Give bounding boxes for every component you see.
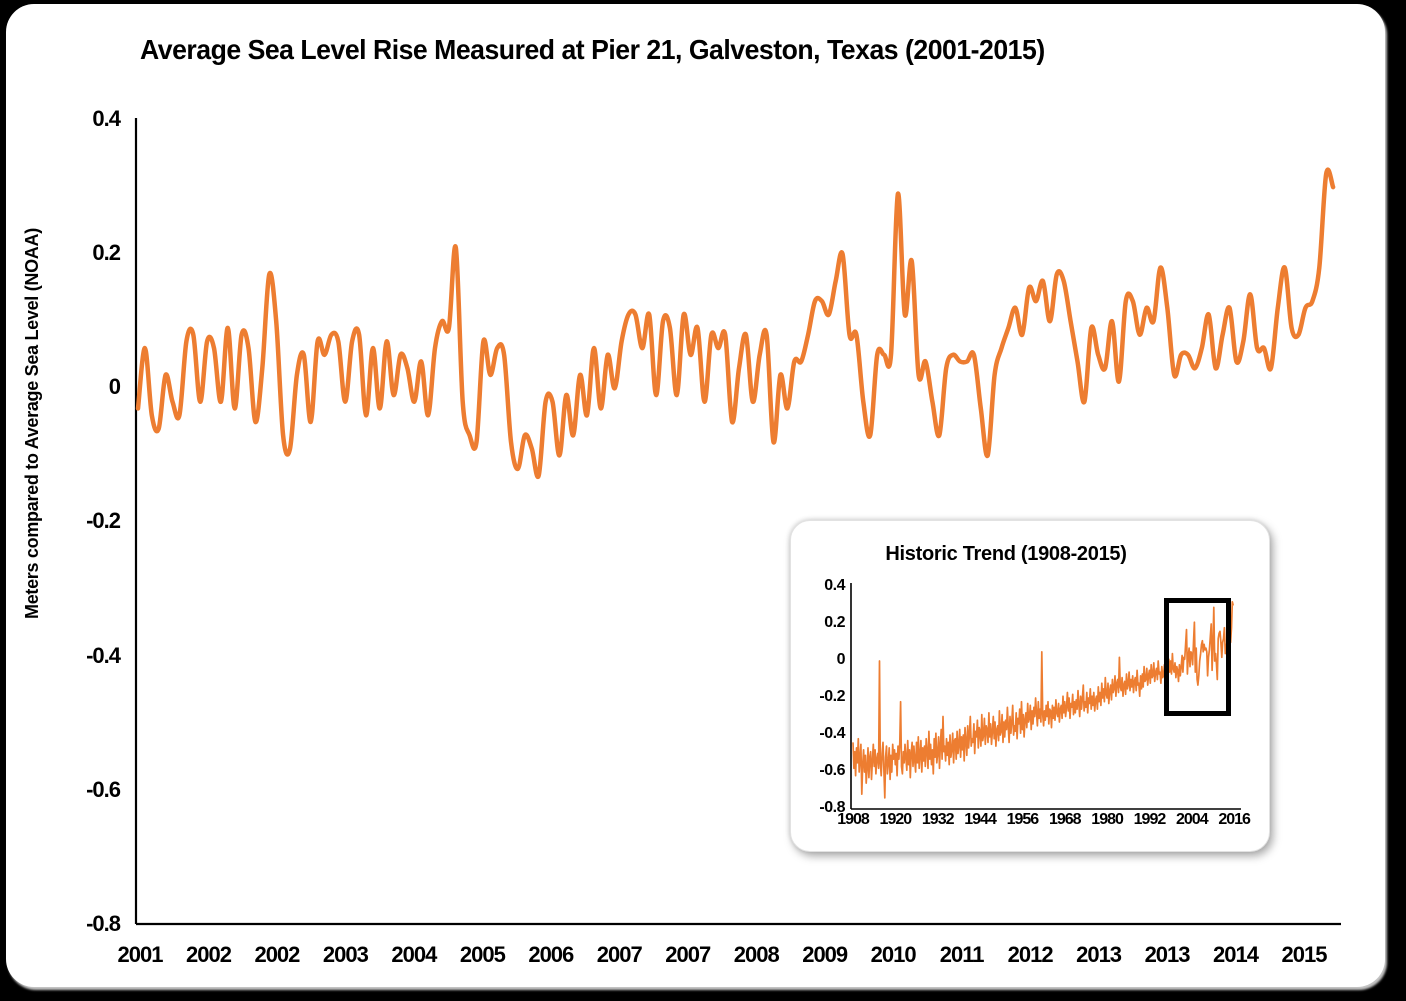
- inset-x-tick-label: 2016: [1218, 811, 1251, 828]
- inset-y-tick-label: 0.4: [824, 577, 845, 594]
- inset-y-tick-label: -0.4: [819, 725, 845, 742]
- main-x-tick-label: 2012: [1007, 942, 1054, 967]
- y-axis-title: Meters compared to Average Sea Level (NO…: [22, 228, 42, 620]
- main-x-tick-label: 2006: [528, 942, 574, 967]
- main-x-tick-label: 2011: [939, 942, 985, 967]
- main-y-tick-label: -0.8: [86, 910, 121, 936]
- chart-card: Average Sea Level Rise Measured at Pier …: [6, 4, 1385, 987]
- main-x-tick-label: 2014: [1213, 942, 1259, 967]
- main-x-tick-label: 2002: [254, 942, 300, 967]
- main-y-tick-label: -0.4: [86, 642, 121, 668]
- highlight-rectangle: [1164, 598, 1231, 716]
- main-x-tick-label: 2007: [596, 942, 643, 967]
- main-x-tick-label: 2004: [391, 942, 437, 967]
- main-x-tick-label: 2001: [117, 942, 164, 967]
- main-y-tick-label: -0.6: [86, 776, 121, 802]
- inset-x-tick-label: 1968: [1048, 811, 1082, 828]
- inset-x-tick-label: 1956: [1006, 811, 1040, 828]
- inset-x-tick-label: 1908: [837, 811, 870, 828]
- main-y-tick-label: 0.4: [92, 106, 121, 131]
- inset-x-tick-label: 1992: [1133, 811, 1167, 828]
- chart-title: Average Sea Level Rise Measured at Pier …: [140, 34, 1045, 65]
- inset-x-tick-label: 1980: [1091, 811, 1124, 828]
- main-x-tick-label: 2015: [1281, 942, 1328, 967]
- inset-y-tick-label: 0: [836, 651, 846, 668]
- inset-y-tick-label: 0.2: [824, 614, 845, 631]
- inset-y-tick-label: -0.8: [819, 799, 845, 816]
- main-x-tick-label: 2003: [322, 942, 369, 967]
- main-x-tick-label: 2013: [1144, 942, 1191, 967]
- main-x-tick-label: 2008: [733, 942, 780, 967]
- historic-series-line: [852, 600, 1235, 799]
- inset-line-chart: [850, 583, 1241, 810]
- inset-y-tick-label: -0.6: [819, 762, 845, 779]
- main-y-tick-label: -0.2: [86, 508, 121, 534]
- main-line-chart: [134, 118, 1341, 926]
- inset-x-tick-label: 1932: [921, 811, 955, 828]
- main-x-tick-label: 2013: [1076, 942, 1122, 967]
- inset-x-tick-label: 1920: [879, 811, 913, 828]
- main-y-tick-label: 0.2: [92, 240, 121, 266]
- main-x-tick-label: 2005: [459, 942, 506, 967]
- main-x-tick-label: 2007: [665, 942, 711, 967]
- inset-y-tick-label: -0.2: [819, 688, 845, 705]
- inset-title: Historic Trend (1908-2015): [885, 543, 1127, 565]
- inset-x-tick-label: 1944: [964, 811, 997, 828]
- main-x-tick-label: 2010: [870, 942, 917, 967]
- main-x-tick-label: 2009: [802, 942, 848, 967]
- main-y-tick-label: 0: [108, 374, 121, 400]
- inset-card: Historic Trend (1908-2015) 0.4 0.2 0 -0.2 -0…: [790, 520, 1270, 852]
- sea-level-series-line: [135, 167, 1336, 480]
- inset-x-tick-label: 2004: [1176, 811, 1209, 828]
- main-x-tick-label: 2002: [185, 942, 232, 967]
